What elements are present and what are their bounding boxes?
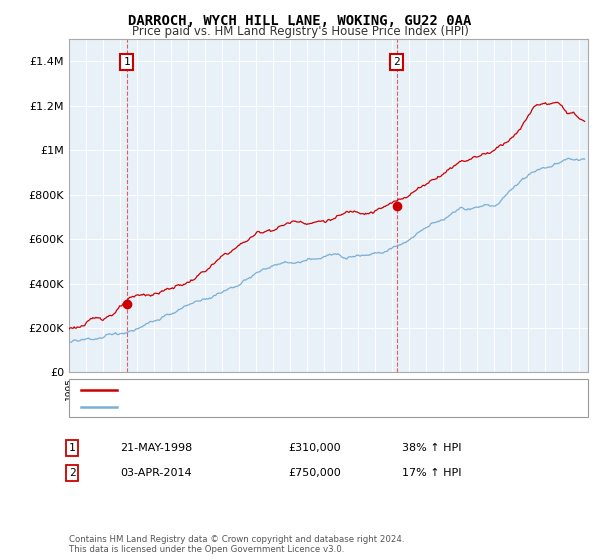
Text: £750,000: £750,000 <box>288 468 341 478</box>
Text: £310,000: £310,000 <box>288 443 341 453</box>
Text: Price paid vs. HM Land Registry's House Price Index (HPI): Price paid vs. HM Land Registry's House … <box>131 25 469 38</box>
Text: 1: 1 <box>124 57 130 67</box>
Text: DARROCH, WYCH HILL LANE, WOKING, GU22 0AA: DARROCH, WYCH HILL LANE, WOKING, GU22 0A… <box>128 14 472 28</box>
Text: 2: 2 <box>68 468 76 478</box>
Text: 17% ↑ HPI: 17% ↑ HPI <box>402 468 461 478</box>
Text: 1: 1 <box>68 443 76 453</box>
Text: DARROCH, WYCH HILL LANE, WOKING, GU22 0AA (detached house): DARROCH, WYCH HILL LANE, WOKING, GU22 0A… <box>126 385 457 395</box>
Text: 38% ↑ HPI: 38% ↑ HPI <box>402 443 461 453</box>
Text: Contains HM Land Registry data © Crown copyright and database right 2024.
This d: Contains HM Land Registry data © Crown c… <box>69 535 404 554</box>
Text: 21-MAY-1998: 21-MAY-1998 <box>120 443 192 453</box>
Text: HPI: Average price, detached house, Woking: HPI: Average price, detached house, Woki… <box>126 402 343 412</box>
Text: 2: 2 <box>393 57 400 67</box>
Text: 03-APR-2014: 03-APR-2014 <box>120 468 191 478</box>
